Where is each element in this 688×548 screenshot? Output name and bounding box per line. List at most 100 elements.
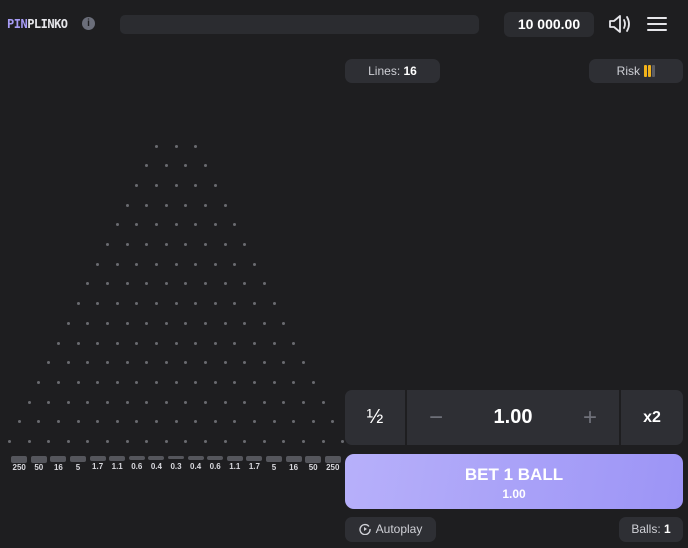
peg (262, 361, 266, 365)
multiplier-slot (226, 456, 243, 461)
peg (184, 243, 188, 246)
peg (145, 203, 149, 207)
peg (233, 380, 237, 384)
peg (56, 420, 60, 424)
multiplier-slot (266, 456, 282, 462)
peg (86, 282, 90, 286)
peg (47, 440, 51, 443)
multiplier-slot (109, 456, 126, 461)
sound-icon[interactable] (607, 13, 633, 35)
peg (203, 203, 207, 207)
multiplier-slot (148, 456, 165, 460)
peg (164, 203, 168, 207)
peg (164, 164, 168, 168)
peg (203, 361, 207, 365)
peg (203, 400, 207, 404)
peg (213, 302, 217, 306)
peg (292, 420, 296, 424)
peg (96, 302, 100, 306)
lines-selector[interactable]: Lines: 16 (345, 59, 440, 83)
peg (174, 341, 178, 345)
peg (154, 262, 158, 266)
peg (145, 164, 149, 168)
multiplier-label: 0.4 (150, 462, 162, 471)
peg (194, 380, 198, 384)
peg (243, 400, 247, 404)
peg (272, 341, 276, 345)
peg (164, 243, 168, 246)
peg (243, 282, 247, 286)
multiplier-label: 0.6 (209, 462, 221, 471)
peg (213, 223, 217, 227)
peg (233, 302, 237, 306)
multiplier-slot (168, 456, 184, 459)
peg (174, 420, 178, 424)
peg (203, 282, 207, 286)
peg (115, 341, 119, 345)
peg (105, 361, 109, 365)
multiplier-slot (285, 456, 302, 463)
peg (262, 400, 266, 404)
peg (115, 420, 119, 424)
peg (252, 262, 256, 266)
multiplier-slot (246, 456, 263, 462)
peg (86, 321, 90, 325)
peg (243, 361, 247, 365)
peg (301, 400, 305, 404)
autoplay-button[interactable]: Autoplay (345, 517, 436, 542)
peg (184, 440, 188, 443)
balls-count[interactable]: Balls: 1 (619, 517, 683, 542)
peg (223, 282, 227, 286)
bet-amount-input[interactable]: 1.00 (493, 406, 533, 428)
increase-button[interactable]: + (582, 403, 597, 431)
risk-bar (648, 65, 652, 77)
peg (262, 321, 266, 325)
peg (115, 302, 119, 306)
double-button[interactable]: x2 (643, 408, 661, 426)
peg (135, 223, 139, 227)
peg (174, 144, 178, 148)
peg (243, 321, 247, 325)
peg (184, 203, 188, 207)
history-bar (120, 15, 479, 34)
multiplier-label: 0.3 (170, 462, 182, 471)
decrease-button[interactable]: − (429, 403, 444, 431)
peg (213, 380, 217, 384)
peg (125, 361, 129, 365)
risk-selector[interactable]: Risk (589, 59, 683, 83)
half-button[interactable]: ½ (345, 390, 407, 445)
peg (86, 400, 90, 404)
multiplier-slot (11, 456, 28, 464)
menu-icon[interactable] (647, 15, 667, 33)
multiplier-slot (89, 456, 106, 462)
peg (213, 183, 217, 187)
peg (66, 361, 70, 365)
peg (203, 164, 207, 168)
peg (213, 262, 217, 266)
peg (76, 341, 80, 345)
bet-button[interactable]: BET 1 BALL 1.00 (345, 454, 683, 509)
peg (164, 321, 168, 325)
peg (184, 361, 188, 365)
peg (164, 282, 168, 286)
peg (213, 420, 217, 424)
peg (223, 400, 227, 404)
peg (282, 400, 286, 404)
peg (184, 164, 188, 168)
peg (154, 420, 158, 424)
peg (203, 321, 207, 325)
peg (105, 321, 109, 325)
peg (145, 361, 149, 365)
peg (194, 420, 198, 424)
peg (154, 380, 158, 384)
autoplay-icon (358, 523, 371, 536)
peg (262, 440, 266, 443)
multiplier-label: 1.1 (229, 462, 241, 471)
multiplier-label: 5 (75, 463, 81, 472)
multiplier-label: 250 (12, 463, 26, 472)
peg (76, 420, 80, 424)
info-icon[interactable]: i (82, 17, 95, 30)
multiplier-label: 1.1 (111, 462, 123, 471)
balance: 10 000.00 (504, 12, 594, 37)
peg (154, 223, 158, 227)
